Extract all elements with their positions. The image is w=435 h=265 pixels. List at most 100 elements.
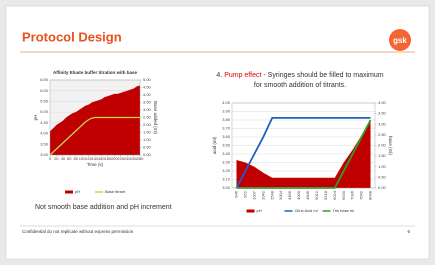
y-tick-label: 6.50 bbox=[40, 77, 49, 82]
x-tick-label: 200 bbox=[111, 156, 118, 161]
y-tick-label: 3.20 bbox=[222, 168, 231, 173]
x-tick-label: 8048 bbox=[368, 190, 373, 200]
y2-axis-label: Base added (ml) bbox=[153, 101, 158, 135]
page-number: 6 bbox=[407, 229, 410, 234]
x-tick-label: 180 bbox=[105, 156, 112, 161]
chart-title: Affinity Eluate buffer titration with ba… bbox=[53, 70, 138, 75]
y2-tick-label: 1.50 bbox=[143, 130, 152, 135]
y2-tick-label: 0.00 bbox=[143, 152, 152, 157]
heading-rest: - Syringes should be filled to maximum bbox=[263, 72, 383, 79]
legend-swatch bbox=[246, 209, 255, 213]
x-tick-label: 160 bbox=[98, 156, 105, 161]
legend-label: Citric Acid ml bbox=[295, 208, 318, 213]
x-tick-label: 6024 bbox=[332, 190, 337, 200]
heading-number: 4. bbox=[216, 72, 222, 79]
x-tick-label: 6530 bbox=[341, 190, 346, 200]
x-tick-label: 1007 bbox=[251, 190, 256, 200]
x-tick-label: 946 bbox=[234, 190, 239, 197]
legend-label: pH bbox=[75, 189, 80, 194]
y-tick-label: 3.60 bbox=[222, 134, 231, 139]
slide-title: Protocol Design bbox=[22, 29, 122, 44]
y-tick-label: 3.40 bbox=[222, 151, 231, 156]
y2-tick-label: 0.50 bbox=[378, 174, 387, 179]
x-tick-label: 140 bbox=[92, 156, 99, 161]
x-tick-label: 2548 bbox=[269, 190, 274, 200]
x-tick-label: 4000 bbox=[296, 190, 301, 200]
x-tick-label: 5518 bbox=[323, 190, 328, 200]
x-tick-label: 240 bbox=[124, 156, 131, 161]
x-tick-label: 60 bbox=[67, 156, 72, 161]
y-axis-label: pH bbox=[33, 115, 38, 121]
heading-line2: for smooth addition of titrants. bbox=[254, 82, 346, 89]
y2-tick-label: 1.00 bbox=[143, 137, 152, 142]
y-tick-label: 3.50 bbox=[40, 141, 49, 146]
y-tick-label: 4.00 bbox=[40, 131, 49, 136]
y2-tick-label: 2.50 bbox=[378, 132, 387, 137]
area-series bbox=[236, 120, 371, 188]
x-tick-label: 220 bbox=[117, 156, 124, 161]
logo-badge bbox=[389, 29, 411, 51]
x-tick-label: 3496 bbox=[287, 190, 292, 200]
y2-axis-label: base (ml) bbox=[388, 136, 393, 155]
y2-tick-label: 1.50 bbox=[378, 153, 387, 158]
x-tick-label: 0 bbox=[49, 156, 52, 161]
y-tick-label: 4.50 bbox=[40, 120, 49, 125]
y2-tick-label: 4.00 bbox=[378, 100, 387, 105]
y2-tick-label: 1.00 bbox=[378, 164, 387, 169]
line-series bbox=[235, 116, 371, 189]
y-tick-label: 3.90 bbox=[222, 109, 231, 114]
x-tick-label: 3004 bbox=[278, 190, 283, 200]
footer: Confidential do not replicate without ex… bbox=[22, 229, 134, 234]
y-tick-label: 4.00 bbox=[222, 100, 231, 105]
logo-text: gsk bbox=[393, 36, 407, 45]
x-axis-label: Time (s) bbox=[87, 162, 104, 167]
x-tick-label: 260 bbox=[130, 156, 137, 161]
y2-tick-label: 4.50 bbox=[143, 85, 152, 90]
y2-tick-label: 3.00 bbox=[378, 121, 387, 126]
caption: Not smooth base addition and pH incremen… bbox=[35, 204, 172, 211]
x-tick-label: 4506 bbox=[305, 190, 310, 200]
pump-heading: 4. Pump effect - Syringes should be fill… bbox=[216, 72, 383, 79]
y-tick-label: 3.80 bbox=[222, 117, 231, 122]
y2-tick-label: 4.00 bbox=[143, 92, 152, 97]
legend-label: Base titrant bbox=[105, 189, 126, 194]
x-tick-label: 280 bbox=[137, 156, 144, 161]
x-tick-label: 5012 bbox=[314, 190, 319, 200]
y-tick-label: 5.00 bbox=[40, 109, 49, 114]
x-tick-label: 120 bbox=[85, 156, 92, 161]
y-tick-label: 6.00 bbox=[40, 88, 49, 93]
legend-label: pH bbox=[257, 208, 262, 213]
y-axis-label: acid (ml) bbox=[212, 136, 217, 154]
area-series bbox=[50, 85, 140, 155]
y-tick-label: 3.30 bbox=[222, 160, 231, 165]
y2-tick-label: 2.50 bbox=[143, 115, 152, 120]
x-tick-label: 952 bbox=[242, 190, 247, 197]
y-tick-label: 5.50 bbox=[40, 98, 49, 103]
heading-emphasis: Pump effect bbox=[224, 72, 261, 79]
y2-tick-label: 2.00 bbox=[378, 143, 387, 148]
y2-tick-label: 3.50 bbox=[143, 100, 152, 105]
line-series bbox=[49, 116, 140, 156]
x-tick-label: 40 bbox=[61, 156, 66, 161]
plot-frame bbox=[49, 79, 141, 156]
y-tick-label: 3.70 bbox=[222, 126, 231, 131]
y-tick-label: 3.10 bbox=[222, 177, 231, 182]
x-tick-label: 7036 bbox=[350, 190, 355, 200]
y2-tick-label: 3.00 bbox=[143, 107, 152, 112]
y-tick-label: 3.00 bbox=[222, 185, 231, 190]
y2-tick-label: 0.50 bbox=[143, 145, 152, 150]
x-tick-label: 7542 bbox=[359, 190, 364, 200]
plot-frame bbox=[231, 102, 376, 189]
x-tick-label: 80 bbox=[73, 156, 78, 161]
y2-tick-label: 0.00 bbox=[378, 185, 387, 190]
y2-tick-label: 2.00 bbox=[143, 122, 152, 127]
y-tick-label: 3.00 bbox=[40, 152, 49, 157]
x-tick-label: 100 bbox=[79, 156, 86, 161]
y2-tick-label: 5.00 bbox=[143, 77, 152, 82]
y-tick-label: 3.50 bbox=[222, 143, 231, 148]
legend-label: Tris base ml bbox=[333, 208, 355, 213]
legend-swatch bbox=[65, 190, 73, 194]
x-tick-label: 2042 bbox=[260, 190, 265, 200]
